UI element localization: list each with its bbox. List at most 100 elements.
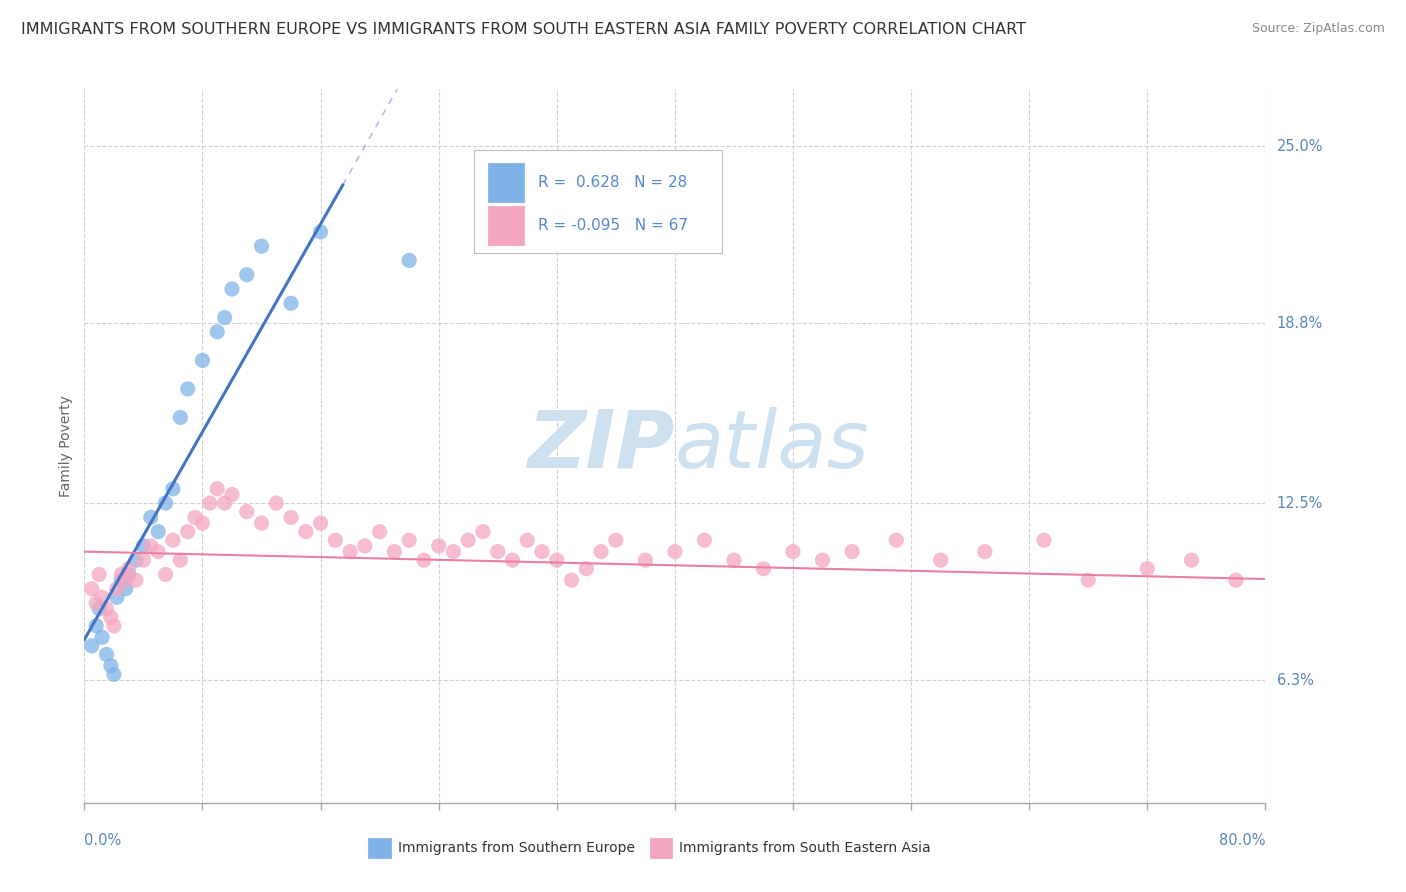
Text: 18.8%: 18.8% <box>1277 316 1323 331</box>
Point <box>139 510 162 524</box>
Point <box>80 582 103 596</box>
Point <box>752 562 775 576</box>
Point <box>236 505 259 519</box>
Point <box>236 268 259 282</box>
Point <box>413 553 436 567</box>
Point <box>207 325 229 339</box>
Point <box>169 553 191 567</box>
Point <box>841 544 863 558</box>
Point <box>561 573 583 587</box>
Point <box>280 510 302 524</box>
FancyBboxPatch shape <box>488 205 523 244</box>
Point <box>100 658 122 673</box>
Point <box>295 524 318 539</box>
Point <box>427 539 450 553</box>
Text: 0.0%: 0.0% <box>84 833 121 848</box>
Text: Source: ZipAtlas.com: Source: ZipAtlas.com <box>1251 22 1385 36</box>
Point <box>169 410 191 425</box>
Point <box>105 591 128 605</box>
Text: R = -0.095   N = 67: R = -0.095 N = 67 <box>538 218 688 233</box>
Point <box>516 533 538 548</box>
Point <box>221 282 243 296</box>
Text: 80.0%: 80.0% <box>1219 833 1265 848</box>
Point <box>91 630 114 644</box>
Point <box>1225 573 1247 587</box>
Point <box>280 296 302 310</box>
Point <box>974 544 997 558</box>
Point <box>457 533 479 548</box>
Point <box>110 567 132 582</box>
Point <box>155 496 177 510</box>
Point <box>100 610 122 624</box>
Point <box>114 582 136 596</box>
Point <box>382 544 406 558</box>
Point <box>501 553 523 567</box>
Point <box>132 539 155 553</box>
Point <box>546 553 568 567</box>
Text: IMMIGRANTS FROM SOUTHERN EUROPE VS IMMIGRANTS FROM SOUTH EASTERN ASIA FAMILY POV: IMMIGRANTS FROM SOUTHERN EUROPE VS IMMIG… <box>21 22 1026 37</box>
Point <box>103 667 125 681</box>
Point <box>325 533 347 548</box>
Point <box>155 567 177 582</box>
Point <box>110 573 132 587</box>
Point <box>782 544 804 558</box>
Point <box>1136 562 1159 576</box>
Point <box>207 482 229 496</box>
Point <box>105 582 128 596</box>
FancyBboxPatch shape <box>488 162 523 202</box>
Point <box>531 544 554 558</box>
Point <box>221 487 243 501</box>
Point <box>132 553 155 567</box>
Point <box>664 544 686 558</box>
Point <box>214 496 236 510</box>
Point <box>87 601 111 615</box>
Point <box>214 310 236 325</box>
Point <box>148 524 170 539</box>
Text: R =  0.628   N = 28: R = 0.628 N = 28 <box>538 175 688 190</box>
Point <box>177 524 200 539</box>
Point <box>184 510 207 524</box>
Point <box>486 544 509 558</box>
Point <box>575 562 598 576</box>
Point <box>886 533 908 548</box>
FancyBboxPatch shape <box>474 150 723 253</box>
Point <box>96 648 118 662</box>
Point <box>148 544 170 558</box>
Text: Immigrants from South Eastern Asia: Immigrants from South Eastern Asia <box>679 841 931 855</box>
Point <box>929 553 952 567</box>
Point <box>91 591 114 605</box>
Point <box>118 562 141 576</box>
Y-axis label: Family Poverty: Family Poverty <box>59 395 73 497</box>
Text: ZIP: ZIP <box>527 407 675 485</box>
Point <box>84 619 107 633</box>
Point <box>103 619 125 633</box>
Point <box>339 544 361 558</box>
Point <box>118 567 141 582</box>
Point <box>354 539 377 553</box>
Point <box>723 553 745 567</box>
Point <box>1033 533 1056 548</box>
Point <box>80 639 103 653</box>
Point <box>591 544 613 558</box>
Point <box>177 382 200 396</box>
Point <box>398 533 420 548</box>
Point <box>605 533 627 548</box>
Point <box>139 539 162 553</box>
Point <box>309 516 332 530</box>
Text: 25.0%: 25.0% <box>1277 139 1323 153</box>
Point <box>1181 553 1204 567</box>
Point <box>472 524 495 539</box>
Point <box>162 533 184 548</box>
Point <box>162 482 184 496</box>
Point <box>125 573 148 587</box>
Text: Immigrants from Southern Europe: Immigrants from Southern Europe <box>398 841 636 855</box>
Point <box>266 496 288 510</box>
Point <box>198 496 221 510</box>
Text: 6.3%: 6.3% <box>1277 673 1313 688</box>
Point <box>1077 573 1099 587</box>
Point <box>693 533 716 548</box>
Point <box>309 225 332 239</box>
Point <box>191 516 214 530</box>
Point <box>811 553 834 567</box>
Text: 12.5%: 12.5% <box>1277 496 1323 510</box>
